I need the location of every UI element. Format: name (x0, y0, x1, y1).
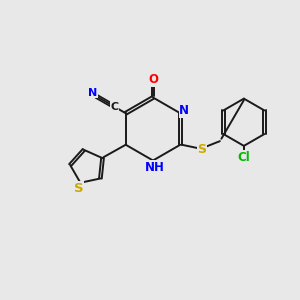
Text: NH: NH (145, 160, 164, 174)
Text: S: S (197, 143, 206, 156)
Text: S: S (74, 182, 84, 195)
Text: Cl: Cl (238, 151, 250, 164)
Text: N: N (179, 104, 189, 117)
Text: C: C (110, 102, 118, 112)
Text: N: N (88, 88, 98, 98)
Text: O: O (148, 73, 158, 86)
